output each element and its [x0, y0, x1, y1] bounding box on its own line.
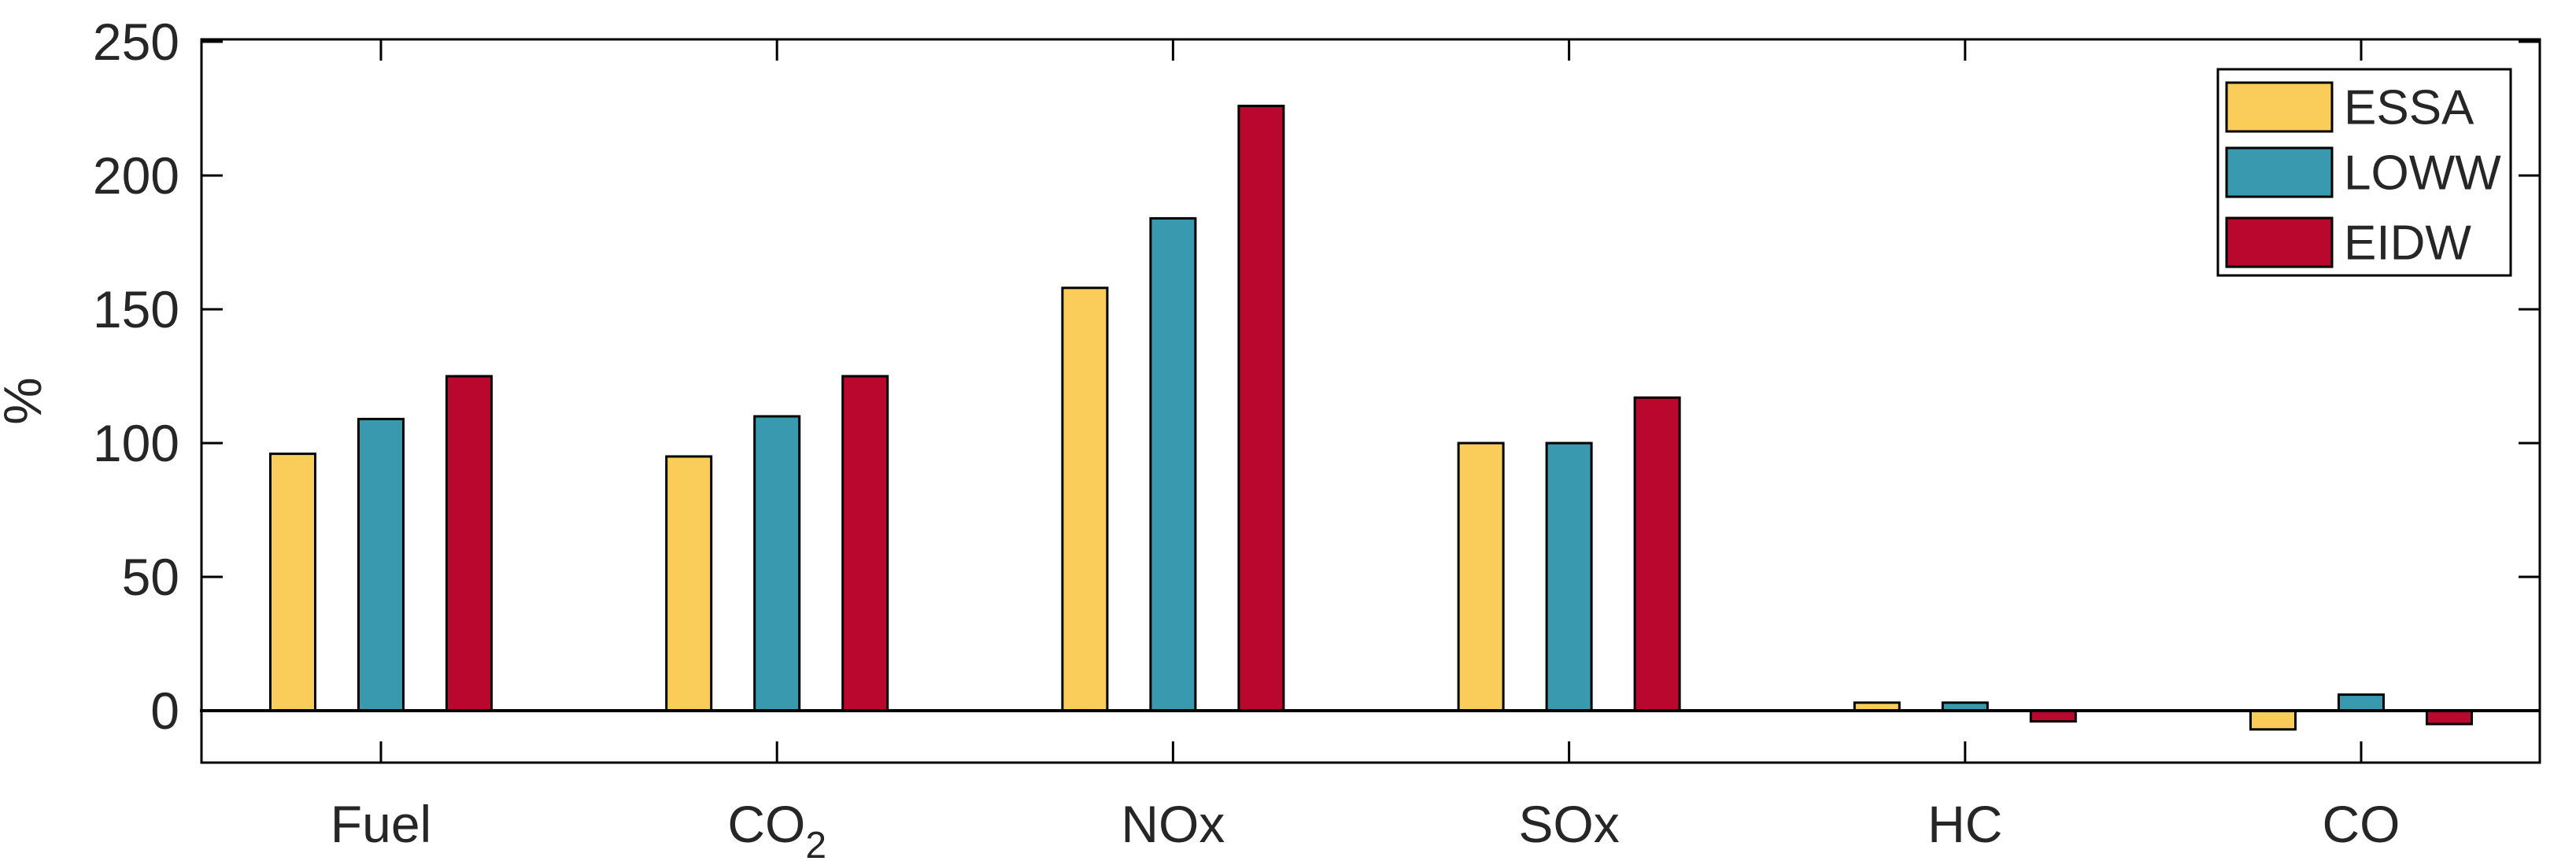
legend-swatch-EIDW [2225, 216, 2334, 268]
y-tick-label-200: 200 [93, 146, 179, 205]
bar-EIDW-SOx [1633, 396, 1681, 712]
x-category-label-CO2: CO2 [727, 795, 826, 861]
bar-ESSA-CO [2249, 709, 2297, 731]
bar-LOWW-SOx [1545, 442, 1593, 712]
bar-LOWW-NOx [1149, 216, 1197, 712]
legend-swatch-LOWW [2225, 146, 2334, 198]
x-category-label-CO: CO [2323, 795, 2400, 853]
y-tick-label-50: 50 [122, 548, 179, 606]
y-tick-label-0: 0 [150, 682, 179, 740]
bar-EIDW-CO2 [841, 375, 889, 712]
bar-EIDW-HC [2029, 709, 2077, 723]
bar-ESSA-Fuel [269, 453, 316, 712]
y-tick-label-150: 150 [93, 280, 179, 338]
bar-EIDW-Fuel [445, 375, 493, 712]
x-category-label-SOx: SOx [1518, 795, 1619, 853]
bar-EIDW-NOx [1237, 105, 1285, 712]
bar-LOWW-Fuel [357, 417, 405, 712]
x-category-label-Fuel: Fuel [331, 795, 431, 853]
x-category-label-HC: HC [1927, 795, 2002, 853]
legend-swatch-ESSA [2225, 81, 2334, 133]
x-category-label-NOx: NOx [1121, 795, 1225, 853]
bar-LOWW-CO2 [753, 415, 801, 712]
legend-label-EIDW: EIDW [2344, 216, 2471, 271]
bar-ESSA-SOx [1457, 442, 1505, 712]
plot-box [200, 38, 2541, 764]
legend-label-ESSA: ESSA [2344, 81, 2474, 135]
bar-LOWW-CO [2338, 693, 2385, 712]
y-tick-label-100: 100 [93, 414, 179, 472]
bar-ESSA-CO2 [665, 455, 713, 712]
legend-label-LOWW: LOWW [2344, 146, 2501, 201]
y-tick-label-250: 250 [93, 13, 179, 71]
bar-ESSA-NOx [1061, 286, 1109, 712]
bar-EIDW-CO [2426, 709, 2473, 726]
y-axis-label: % [0, 377, 53, 424]
